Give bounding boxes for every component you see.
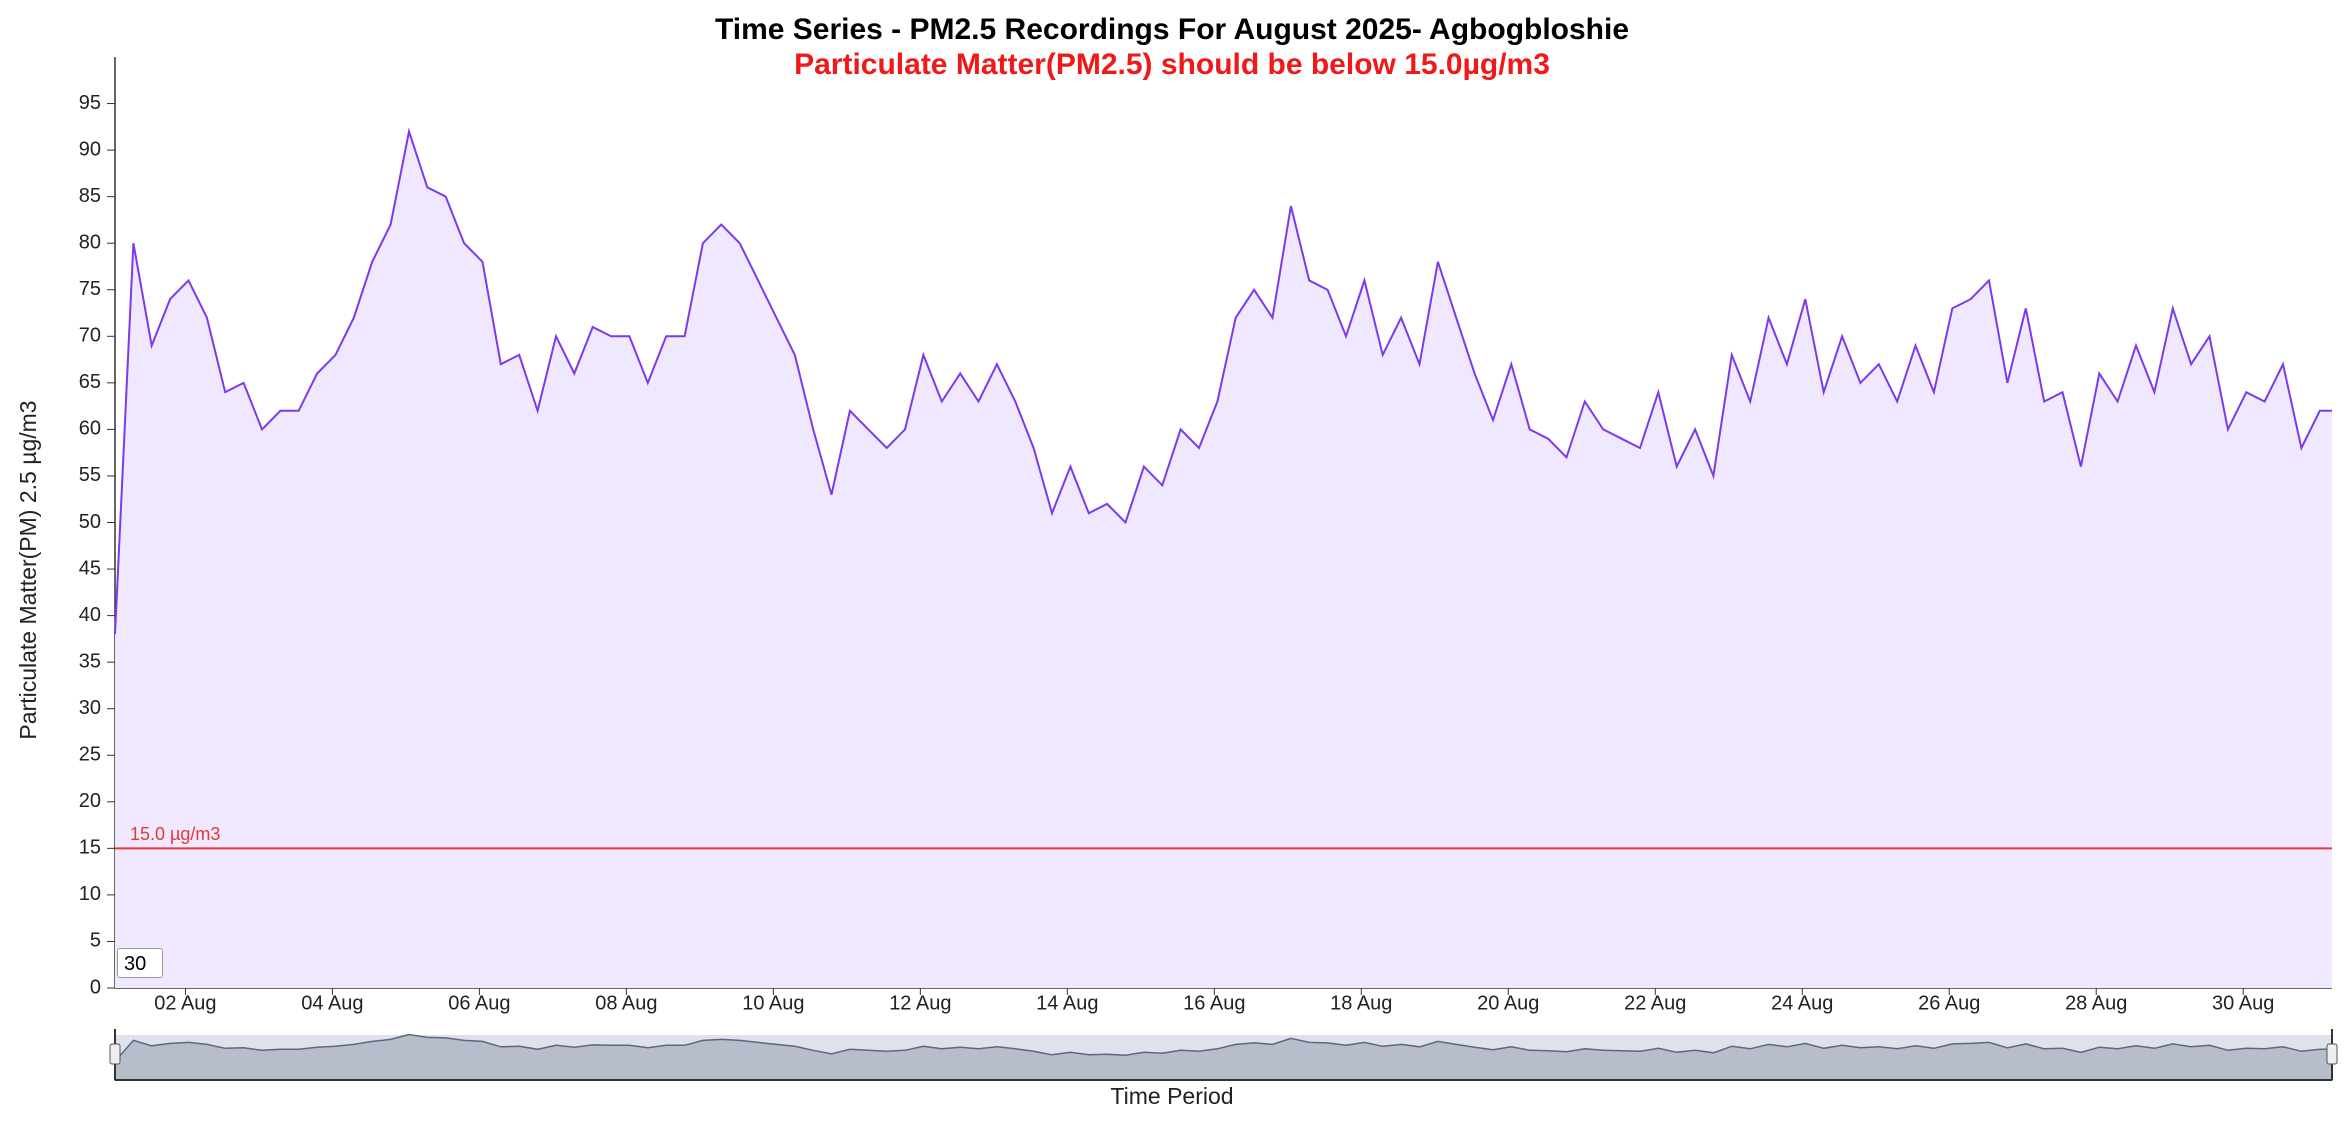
y-tick-label: 20 [79,790,101,812]
y-tick-label: 5 [90,930,101,952]
y-tick-label: 15 [79,837,101,859]
x-tick-label: 18 Aug [1330,992,1392,1014]
y-tick-label: 45 [79,557,101,579]
navigator-handle[interactable] [2326,1043,2338,1065]
threshold-label: 15.0 µg/m3 [130,824,220,844]
area-fill [115,131,2332,988]
chart-subtitle: Particulate Matter(PM2.5) should be belo… [794,48,1550,81]
x-tick-label: 20 Aug [1477,992,1539,1014]
x-tick-label: 02 Aug [154,992,216,1014]
y-tick-label: 80 [79,231,101,253]
y-axis-label: Particulate Matter(PM) 2.5 µg/m3 [15,400,41,739]
x-tick-label: 30 Aug [2212,992,2274,1014]
x-axis-label: Time Period [1110,1083,1233,1109]
y-tick-label: 0 [90,976,101,998]
y-tick-label: 40 [79,604,101,626]
x-tick-label: 14 Aug [1036,992,1098,1014]
y-tick-label: 50 [79,511,101,533]
range-input[interactable]: 30 [117,948,163,978]
x-tick-label: 26 Aug [1918,992,1980,1014]
navigator-area [114,1033,2333,1081]
y-tick-label: 90 [79,138,101,160]
y-tick-label: 55 [79,464,101,486]
y-tick-label: 60 [79,418,101,440]
y-tick-label: 35 [79,650,101,672]
y-tick-label: 10 [79,883,101,905]
x-tick-label: 12 Aug [889,992,951,1014]
y-tick-label: 95 [79,92,101,114]
x-tick-label: 22 Aug [1624,992,1686,1014]
y-tick-label: 75 [79,278,101,300]
y-tick-label: 65 [79,371,101,393]
series-line [114,127,2332,635]
chart-title: Time Series - PM2.5 Recordings For Augus… [715,13,1629,46]
x-tick-label: 16 Aug [1183,992,1245,1014]
y-tick-label: 70 [79,325,101,347]
navigator-handle[interactable] [109,1043,121,1065]
x-tick-label: 24 Aug [1771,992,1833,1014]
x-tick-label: 06 Aug [448,992,510,1014]
x-tick-label: 10 Aug [742,992,804,1014]
y-tick-label: 85 [79,185,101,207]
y-tick-label: 25 [79,744,101,766]
x-tick-label: 08 Aug [595,992,657,1014]
y-tick-label: 30 [79,697,101,719]
x-tick-label: 04 Aug [301,992,363,1014]
x-tick-label: 28 Aug [2065,992,2127,1014]
